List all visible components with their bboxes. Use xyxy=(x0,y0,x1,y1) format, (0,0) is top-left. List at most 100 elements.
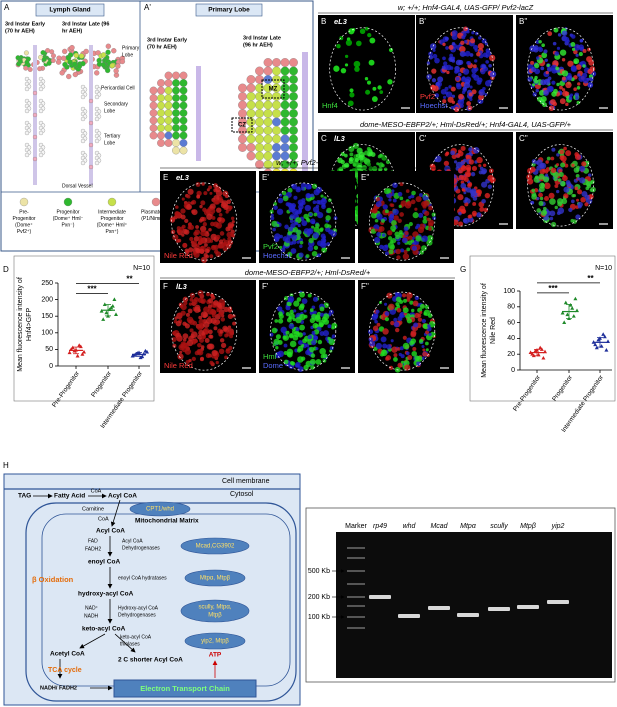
cell-signal xyxy=(317,339,323,345)
ladder-band xyxy=(347,605,365,607)
band xyxy=(547,600,569,604)
cell-signal xyxy=(293,309,297,313)
cell xyxy=(246,117,256,127)
cell-signal xyxy=(558,171,564,177)
cell-signal xyxy=(399,346,404,351)
legend-swatch xyxy=(63,197,73,207)
cell-signal xyxy=(288,316,292,320)
etc-box xyxy=(113,679,257,698)
cell-signal xyxy=(531,193,538,200)
cell-signal xyxy=(562,90,569,97)
channel-label: Hnf4 xyxy=(322,101,338,110)
cell-signal xyxy=(208,334,213,339)
cell-signal xyxy=(423,200,430,207)
cell-signal xyxy=(450,105,454,110)
cell-signal xyxy=(311,339,317,346)
cell-signal xyxy=(451,154,457,160)
cell xyxy=(38,130,44,136)
cell-signal xyxy=(565,150,572,157)
cell-signal xyxy=(408,222,413,227)
label: yip2, Mtpβ xyxy=(201,639,229,645)
point xyxy=(104,310,109,315)
cell-signal xyxy=(426,217,430,221)
cell-signal xyxy=(385,355,392,361)
cell-signal xyxy=(387,230,393,236)
point xyxy=(573,296,578,301)
cell-signal xyxy=(455,161,463,169)
cell-signal xyxy=(187,308,193,314)
panel-label: A xyxy=(4,3,10,12)
cell-signal xyxy=(195,225,199,229)
cell-signal xyxy=(469,97,473,102)
label: scully, Mtpα, xyxy=(198,605,231,611)
cell xyxy=(255,151,264,161)
cell-signal xyxy=(542,206,547,211)
cell-signal xyxy=(455,76,460,81)
cell-signal xyxy=(307,245,314,252)
band xyxy=(428,606,450,610)
cell xyxy=(179,146,188,155)
cell-signal xyxy=(301,220,308,227)
cell-signal xyxy=(548,192,555,199)
cell xyxy=(238,109,247,118)
cell xyxy=(263,160,273,169)
dorsal-vessel xyxy=(302,52,308,187)
cell-signal xyxy=(549,210,556,217)
point xyxy=(101,317,106,321)
cell-signal xyxy=(550,156,555,161)
cell xyxy=(164,131,173,140)
cell-signal xyxy=(481,169,486,175)
significance: *** xyxy=(548,284,558,293)
cell xyxy=(164,86,173,95)
cell-signal xyxy=(192,339,197,344)
cell-signal xyxy=(460,165,467,172)
cell-signal xyxy=(459,103,464,108)
cell-signal xyxy=(425,341,429,346)
cell xyxy=(246,92,256,101)
ladder-band xyxy=(347,583,365,585)
cell-signal xyxy=(208,298,214,304)
cell-signal xyxy=(564,163,569,168)
cell-signal xyxy=(349,92,355,98)
cell-signal xyxy=(209,360,214,365)
cell-signal xyxy=(299,244,303,248)
cell xyxy=(280,92,290,101)
label: enoyl CoA xyxy=(88,559,120,566)
cell-signal xyxy=(403,226,409,232)
cell xyxy=(179,131,188,140)
cell-signal xyxy=(400,200,407,207)
cell xyxy=(172,94,180,102)
enzyme-ellipse xyxy=(184,569,246,587)
cell-signal xyxy=(297,223,301,228)
cell-signal xyxy=(293,195,298,200)
cell-signal xyxy=(565,81,572,89)
legend-label: Progenitor xyxy=(100,216,123,222)
chart-frame xyxy=(469,255,616,402)
cell-signal xyxy=(463,176,469,183)
cell-signal xyxy=(311,225,315,229)
cell xyxy=(119,58,126,65)
cell-signal xyxy=(574,186,579,191)
cell-signal xyxy=(382,343,388,349)
cell-signal xyxy=(426,74,432,80)
cell xyxy=(24,152,30,158)
cell-signal xyxy=(182,243,187,248)
cell-signal xyxy=(563,146,567,151)
cell-signal xyxy=(320,354,325,359)
cell-signal xyxy=(205,353,211,359)
cell-signal xyxy=(317,253,322,258)
cell-signal xyxy=(545,173,549,177)
cell-signal xyxy=(561,76,566,81)
cell-signal xyxy=(222,242,227,247)
cell-signal xyxy=(182,338,187,342)
cell-signal xyxy=(456,83,462,90)
cell-signal xyxy=(387,79,393,85)
cell-signal xyxy=(278,311,283,317)
stage: eL3 xyxy=(334,17,348,26)
cell-signal xyxy=(215,360,219,365)
cell-signal xyxy=(196,323,204,331)
cell xyxy=(157,116,165,125)
cell-signal xyxy=(440,89,447,95)
cell-signal xyxy=(579,39,583,43)
label: (70 hr AEH) xyxy=(5,28,35,34)
